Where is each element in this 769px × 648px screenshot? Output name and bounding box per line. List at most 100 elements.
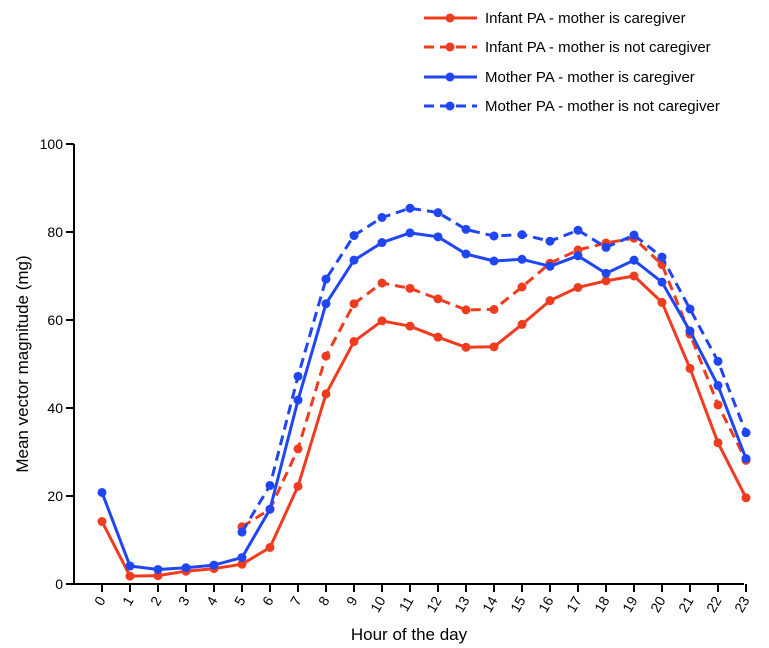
data-point <box>125 571 135 581</box>
data-point <box>601 268 611 278</box>
data-point <box>685 363 695 373</box>
series-3 <box>97 228 751 574</box>
data-point <box>433 208 443 218</box>
data-point <box>377 238 387 248</box>
data-point <box>433 232 443 242</box>
data-point <box>657 252 667 262</box>
y-tick-label: 60 <box>47 312 63 328</box>
data-point <box>741 454 751 464</box>
data-point <box>265 504 275 514</box>
legend-label: Infant PA - mother is caregiver <box>485 10 686 27</box>
data-point <box>405 321 415 331</box>
legend-item: Infant PA - mother is not caregiver <box>424 39 711 56</box>
data-point <box>685 304 695 314</box>
legend-item: Mother PA - mother is caregiver <box>424 69 695 86</box>
data-point <box>601 276 611 286</box>
series-1 <box>97 271 751 581</box>
data-point <box>405 228 415 238</box>
data-point <box>545 236 555 246</box>
legend-marker <box>445 42 455 52</box>
data-point <box>377 212 387 222</box>
data-point <box>489 256 499 266</box>
data-point <box>713 356 723 366</box>
data-point <box>741 493 751 503</box>
x-tick-label: 14 <box>479 593 501 615</box>
data-point <box>461 249 471 259</box>
legend-item: Mother PA - mother is not caregiver <box>424 98 720 115</box>
x-tick-label: 11 <box>395 593 416 614</box>
data-point <box>209 560 219 570</box>
data-point <box>349 299 359 309</box>
series-line <box>241 236 748 529</box>
data-point <box>97 517 107 527</box>
y-axis-title: Mean vector magnitude (mg) <box>13 255 32 472</box>
legend-marker <box>445 72 455 82</box>
data-point <box>237 553 247 563</box>
data-point <box>517 254 527 264</box>
data-point <box>433 332 443 342</box>
y-tick-label: 0 <box>55 576 63 592</box>
data-point <box>573 282 583 292</box>
x-tick-label: 0 <box>91 593 109 608</box>
data-point <box>545 261 555 271</box>
data-point <box>545 296 555 306</box>
x-tick-label: 21 <box>675 593 697 615</box>
data-point <box>713 381 723 391</box>
x-tick-label: 3 <box>175 593 193 608</box>
data-point <box>629 255 639 265</box>
data-point <box>741 428 751 438</box>
legend-label: Infant PA - mother is not caregiver <box>485 39 711 56</box>
x-tick-label: 5 <box>231 593 249 608</box>
data-point <box>321 274 331 284</box>
data-point <box>321 351 331 361</box>
data-point <box>265 542 275 552</box>
legend-marker <box>445 101 455 111</box>
legend-label: Mother PA - mother is not caregiver <box>485 98 720 115</box>
data-point <box>489 231 499 241</box>
data-point <box>713 438 723 448</box>
data-point <box>461 342 471 352</box>
data-point <box>293 371 303 381</box>
y-tick-label: 80 <box>47 224 63 240</box>
data-point <box>181 563 191 573</box>
legend: Infant PA - mother is caregiver Infant PA… <box>424 10 720 115</box>
data-point <box>657 277 667 287</box>
data-point <box>153 571 163 581</box>
data-point <box>125 561 135 571</box>
legend-item: Infant PA - mother is caregiver <box>424 10 686 27</box>
data-point <box>629 230 639 240</box>
x-tick-label: 20 <box>647 593 669 615</box>
x-tick-label: 19 <box>619 593 641 615</box>
y-tick-label: 20 <box>47 488 63 504</box>
legend-marker <box>445 13 455 23</box>
data-point <box>293 395 303 405</box>
data-point <box>461 224 471 234</box>
data-point <box>573 251 583 261</box>
x-tick-label: 1 <box>119 593 137 608</box>
x-tick-label: 22 <box>703 593 725 615</box>
y-ticks: 0 20 40 60 80 100 <box>40 136 74 592</box>
data-point <box>489 304 499 314</box>
x-tick-label: 23 <box>731 593 753 615</box>
data-point <box>573 225 583 235</box>
legend-label: Mother PA - mother is caregiver <box>485 69 695 86</box>
data-point <box>405 283 415 293</box>
data-point <box>237 527 247 537</box>
data-point <box>349 255 359 265</box>
y-tick-label: 40 <box>47 400 63 416</box>
data-point <box>349 231 359 241</box>
data-point <box>433 294 443 304</box>
x-tick-label: 13 <box>451 593 473 615</box>
x-tick-label: 10 <box>367 593 389 615</box>
x-tick-label: 7 <box>287 593 305 608</box>
data-point <box>685 326 695 336</box>
data-point <box>461 305 471 315</box>
data-point <box>293 481 303 491</box>
data-point <box>265 480 275 490</box>
data-point <box>377 278 387 288</box>
series-4 <box>237 203 751 537</box>
series-line <box>100 231 748 571</box>
x-tick-label: 18 <box>591 593 613 615</box>
data-point <box>601 242 611 252</box>
x-tick-label: 17 <box>563 593 585 615</box>
